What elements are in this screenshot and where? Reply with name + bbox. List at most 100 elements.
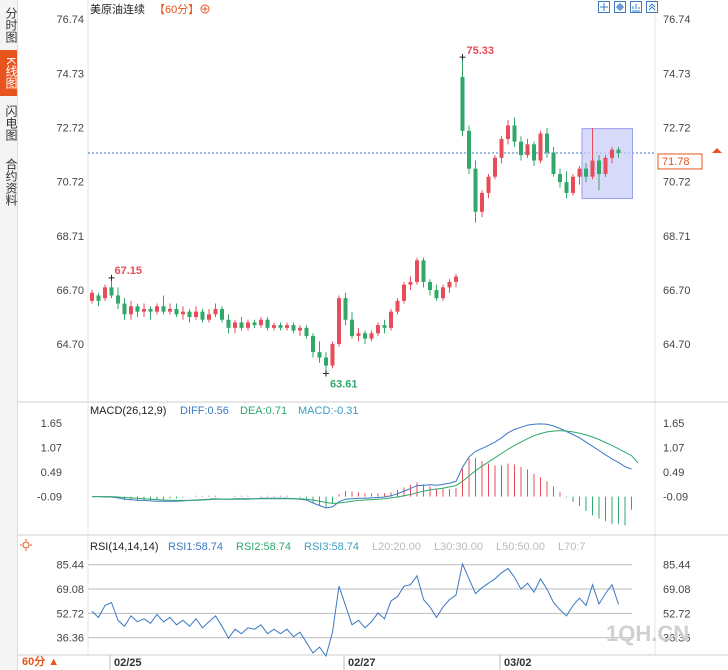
candle-body	[590, 160, 595, 177]
rsi-tick-right: 36.36	[663, 633, 691, 645]
candlestick-series	[90, 57, 621, 374]
candle-body	[428, 281, 432, 291]
candle-body	[597, 160, 601, 175]
price-tick-left: 74.73	[56, 68, 84, 80]
macd-diff-label: DIFF:0.56	[180, 405, 229, 417]
rsi-tick-left: 52.72	[56, 608, 84, 620]
left-high-label: 67.15	[115, 265, 143, 277]
candle-body	[90, 292, 94, 301]
candle-body	[226, 319, 231, 328]
candle-body	[233, 322, 237, 328]
indicator-icon[interactable]	[630, 1, 642, 13]
date-label: 03/02	[504, 657, 532, 669]
candle-body	[194, 311, 198, 318]
macd-tick-right: 1.65	[663, 418, 684, 430]
macd-tick-right: 0.49	[663, 467, 684, 479]
period-switch-button[interactable]: 60分 ▲	[22, 656, 60, 668]
candle-body	[408, 281, 413, 285]
candle-body	[480, 192, 484, 212]
rsi-axis-left: 85.44 69.08 52.72 36.36	[56, 560, 84, 645]
zoom-in-icon[interactable]	[200, 4, 210, 14]
rsi-reference-lines	[88, 564, 632, 639]
rsi-title: RSI(14,14,14)	[90, 541, 158, 553]
crosshair-icon[interactable]	[614, 1, 626, 13]
candle-body	[382, 325, 387, 328]
candle-body	[259, 319, 263, 326]
date-axis: 02/25 02/27 03/02	[109, 655, 532, 670]
rsi-l70-label: L70:7	[558, 541, 586, 553]
sun-icon[interactable]	[20, 539, 32, 551]
rsi-line	[91, 562, 619, 658]
candle-body	[220, 308, 224, 320]
annotation-left-high	[108, 274, 115, 281]
tab-time-sharing[interactable]: 分时图	[4, 7, 18, 43]
candle-body	[103, 287, 107, 299]
candle-body	[187, 311, 192, 318]
price-arrow-icon	[712, 147, 722, 153]
annotation-high	[459, 54, 466, 61]
tab-kline[interactable]: K线图	[0, 50, 18, 96]
price-tick-left: 76.74	[56, 14, 84, 26]
rsi-tick-left: 36.36	[56, 633, 84, 645]
macd-tick-right: 1.07	[663, 443, 684, 455]
candle-body	[122, 303, 127, 315]
candle-body	[551, 152, 556, 175]
candle-body	[116, 295, 120, 304]
low-label: 63.61	[330, 378, 358, 390]
candle-body	[142, 308, 146, 312]
candle-body	[181, 311, 185, 315]
candle-body	[519, 141, 523, 156]
macd-title: MACD(26,12,9)	[90, 405, 166, 417]
rsi-tick-left: 69.08	[56, 584, 84, 596]
watermark: 1QH.CN	[606, 621, 689, 646]
candle-body	[135, 306, 140, 312]
macd-dea-line	[92, 430, 639, 504]
rsi-l50-label: L50:50.00	[496, 541, 545, 553]
macd-axis-right: 1.65 1.07 0.49 -0.09	[663, 418, 688, 504]
current-price-label: 71.78	[662, 156, 690, 168]
tab-lightning[interactable]: 闪电图	[4, 105, 18, 141]
price-axis-left: 76.74 74.73 72.72 70.72 68.71 66.70 64.70	[56, 14, 84, 351]
macd-tick-left: -0.09	[37, 492, 62, 504]
rsi-l20-label: L20:20.00	[372, 541, 421, 553]
candle-body	[96, 295, 101, 301]
macd-histogram	[104, 457, 632, 526]
candle-body	[434, 290, 439, 299]
candle-body	[577, 168, 582, 177]
candle-body	[376, 325, 380, 334]
candle-body	[161, 306, 166, 312]
candle-body	[506, 125, 510, 139]
candle-body	[454, 276, 458, 282]
price-tick-right: 72.72	[663, 123, 691, 135]
macd-tick-right: -0.09	[663, 492, 688, 504]
candle-body	[129, 306, 133, 315]
candle-body	[109, 287, 114, 296]
rsi-tick-right: 85.44	[663, 560, 691, 572]
candle-body	[317, 352, 322, 358]
candle-body	[616, 149, 621, 153]
macd-tick-left: 0.49	[41, 467, 62, 479]
macd-axis-left: 1.65 1.07 0.49 -0.09	[37, 418, 62, 504]
price-tick-left: 68.71	[56, 231, 84, 243]
candle-body	[610, 149, 614, 158]
candle-body	[467, 130, 471, 169]
candle-body	[168, 308, 172, 312]
candle-body	[532, 144, 536, 161]
rsi-l30-label: L30:30.00	[434, 541, 483, 553]
expand-icon[interactable]	[646, 1, 658, 13]
current-price-box	[657, 153, 703, 170]
candle-body	[525, 144, 530, 156]
period-label[interactable]: 【60分】	[154, 3, 199, 16]
candle-body	[493, 157, 497, 177]
rsi-axis-right: 85.44 69.08 52.72 36.36	[663, 560, 691, 645]
candle-body	[343, 298, 348, 320]
macd-dea-label: DEA:0.71	[240, 405, 287, 417]
macd-tick-left: 1.07	[41, 443, 62, 455]
date-label: 02/27	[348, 657, 376, 669]
candle-body	[356, 333, 361, 336]
tab-contract-info[interactable]: 合约资料	[4, 158, 18, 206]
fit-icon[interactable]	[598, 1, 610, 13]
side-tab-bar: 分时图 K线图 闪电图 合约资料	[0, 0, 18, 670]
candle-body	[350, 319, 354, 336]
